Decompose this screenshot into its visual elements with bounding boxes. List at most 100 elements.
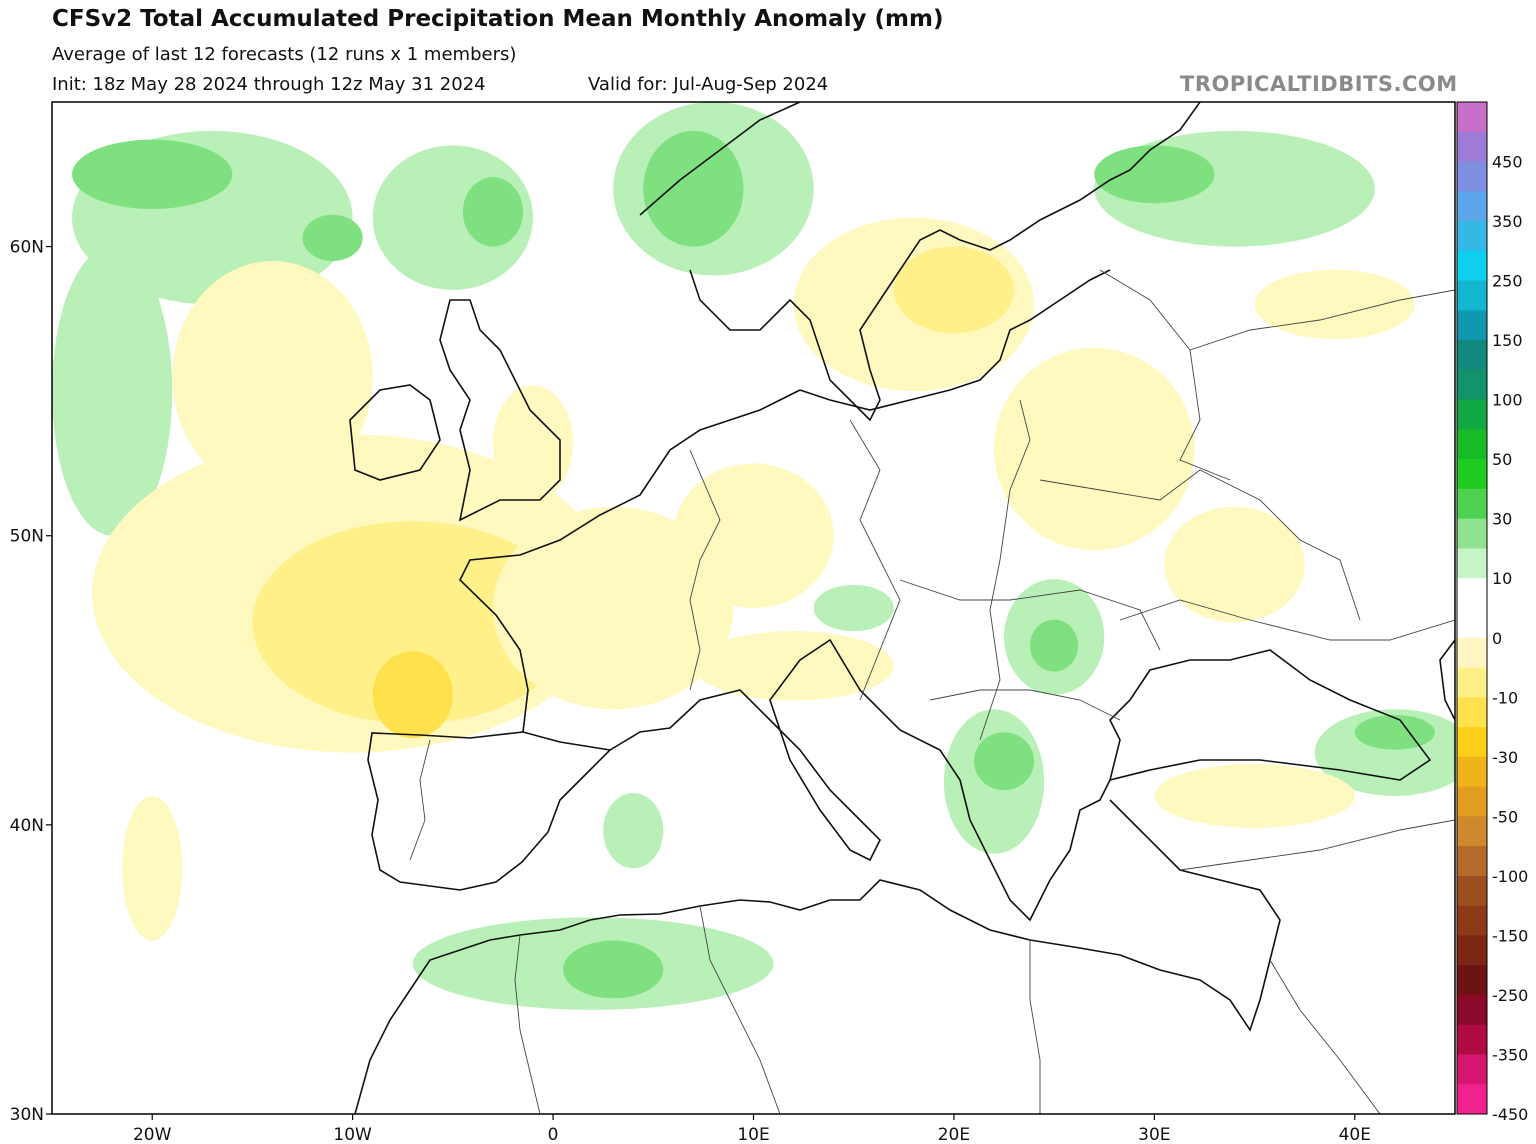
valid-period: Valid for: Jul-Aug-Sep 2024 xyxy=(588,74,829,95)
colorbar-label: -150 xyxy=(1492,926,1528,945)
colorbar-label: -100 xyxy=(1492,867,1528,886)
colorbar-swatch xyxy=(1457,102,1487,133)
colorbar-swatch xyxy=(1457,667,1487,698)
anomaly-region-wet-30 xyxy=(72,139,233,209)
colorbar-swatch xyxy=(1457,369,1487,401)
border-1 xyxy=(689,449,721,691)
brand-watermark: TROPICALTIDBITS.COM xyxy=(1180,72,1458,96)
lat-tick-label: 40N xyxy=(10,816,44,836)
colorbar-label: -250 xyxy=(1492,986,1528,1005)
colorbar-swatch xyxy=(1457,429,1487,460)
colorbar-swatch xyxy=(1457,637,1487,669)
border-10 xyxy=(699,905,781,1114)
anomaly-region-dry-10 xyxy=(1254,269,1415,340)
colorbar-swatch xyxy=(1457,1084,1487,1115)
colorbar-swatch xyxy=(1457,161,1487,192)
colorbar-swatch xyxy=(1457,994,1487,1026)
colorbar-swatch xyxy=(1457,340,1487,371)
border-8 xyxy=(409,739,431,861)
anomaly-region-wet-30 xyxy=(462,177,524,247)
anomaly-region-dry-30 xyxy=(252,521,574,724)
border-14 xyxy=(1119,599,1455,641)
colorbar-swatch xyxy=(1457,459,1487,490)
lat-tick-label: 60N xyxy=(10,238,44,258)
anomaly-region-wet-30 xyxy=(973,732,1035,791)
anomaly-region-wet-30 xyxy=(1030,619,1079,672)
anomaly-region-dry-10 xyxy=(994,347,1195,551)
colorbar-swatch xyxy=(1457,786,1487,817)
coast-ireland xyxy=(349,384,441,481)
colorbar-label: 100 xyxy=(1492,391,1523,410)
anomaly-region-wet-30 xyxy=(302,214,363,262)
border-11 xyxy=(1029,940,1041,1114)
colorbar-swatch xyxy=(1457,191,1487,222)
map-subtitle: Average of last 12 forecasts (12 runs x … xyxy=(52,44,517,65)
lon-tick-label: 30E xyxy=(1138,1125,1170,1144)
border-4 xyxy=(1039,469,1361,621)
lon-tick-label: 40E xyxy=(1339,1125,1371,1144)
anomaly-region-dry-10 xyxy=(1154,764,1355,828)
anomaly-region-dry-30 xyxy=(893,246,1015,334)
colorbar-swatch xyxy=(1457,816,1487,847)
colorbar-swatch xyxy=(1457,608,1487,639)
lon-tick-label: 20W xyxy=(133,1125,172,1144)
coast-caspian xyxy=(1439,639,1455,721)
colorbar-swatch xyxy=(1457,727,1487,758)
colorbar-swatch xyxy=(1457,1024,1487,1055)
colorbar-label: -350 xyxy=(1492,1045,1528,1064)
colorbar: 4503502501501005030100-10-30-50-100-150-… xyxy=(1456,101,1528,1124)
colorbar-swatch xyxy=(1457,697,1487,728)
border-15 xyxy=(1099,269,1455,351)
anomaly-region-wet-10 xyxy=(813,584,894,632)
colorbar-label: 50 xyxy=(1492,450,1512,469)
colorbar-label: 30 xyxy=(1492,510,1512,529)
coast-iberia xyxy=(367,731,612,891)
country-borders xyxy=(409,269,1455,1114)
anomaly-region-dry-50 xyxy=(372,651,453,739)
anomaly-region-wet-30 xyxy=(1094,145,1215,204)
colorbar-swatch xyxy=(1457,488,1487,520)
colorbar-label: -450 xyxy=(1492,1105,1528,1124)
colorbar-swatch xyxy=(1457,1054,1487,1085)
border-12 xyxy=(1269,959,1381,1114)
colorbar-swatch xyxy=(1457,250,1487,282)
colorbar-swatch xyxy=(1457,518,1487,549)
anomaly-region-dry-10 xyxy=(492,385,574,502)
init-time: Init: 18z May 28 2024 through 12z May 31… xyxy=(52,74,486,95)
latitude-axis: 60N 50N 40N 30N xyxy=(10,238,52,1125)
anomaly-region-dry-10 xyxy=(172,261,373,493)
anomaly-region-wet-10 xyxy=(603,793,664,869)
lon-tick-label: 20E xyxy=(938,1125,970,1144)
colorbar-label: 150 xyxy=(1492,331,1523,350)
colorbar-swatch xyxy=(1457,280,1487,311)
anomaly-field xyxy=(52,102,1455,1010)
border-3 xyxy=(979,399,1031,741)
border-5 xyxy=(1179,349,1231,481)
colorbar-swatch xyxy=(1457,935,1487,966)
colorbar-label: 0 xyxy=(1492,629,1502,648)
coast-scandinavia xyxy=(639,102,1201,422)
colorbar-swatch xyxy=(1457,310,1487,341)
lat-tick-label: 30N xyxy=(10,1105,44,1125)
lat-tick-label: 50N xyxy=(10,527,44,547)
anomaly-region-dry-10 xyxy=(693,631,894,701)
colorbar-label: -30 xyxy=(1492,748,1518,767)
lon-tick-label: 10E xyxy=(737,1125,769,1144)
anomaly-region-wet-10 xyxy=(52,246,173,536)
colorbar-swatch xyxy=(1457,875,1487,907)
colorbar-swatch xyxy=(1457,548,1487,579)
colorbar-label: -10 xyxy=(1492,688,1518,707)
border-9 xyxy=(514,934,541,1114)
longitude-axis: 20W 10W 0 10E 20E 30E 40E xyxy=(133,1114,1371,1144)
coast-black-sea xyxy=(1108,649,1432,782)
colorbar-swatch xyxy=(1457,846,1487,877)
coast-med xyxy=(609,638,1111,922)
anomaly-region-wet-30 xyxy=(1354,714,1435,750)
colorbar-swatch xyxy=(1457,905,1487,936)
anomaly-region-wet-30 xyxy=(643,130,744,247)
colorbar-label: 10 xyxy=(1492,569,1512,588)
colorbar-swatch xyxy=(1457,965,1487,996)
border-13 xyxy=(1179,819,1455,871)
border-2 xyxy=(849,419,901,701)
